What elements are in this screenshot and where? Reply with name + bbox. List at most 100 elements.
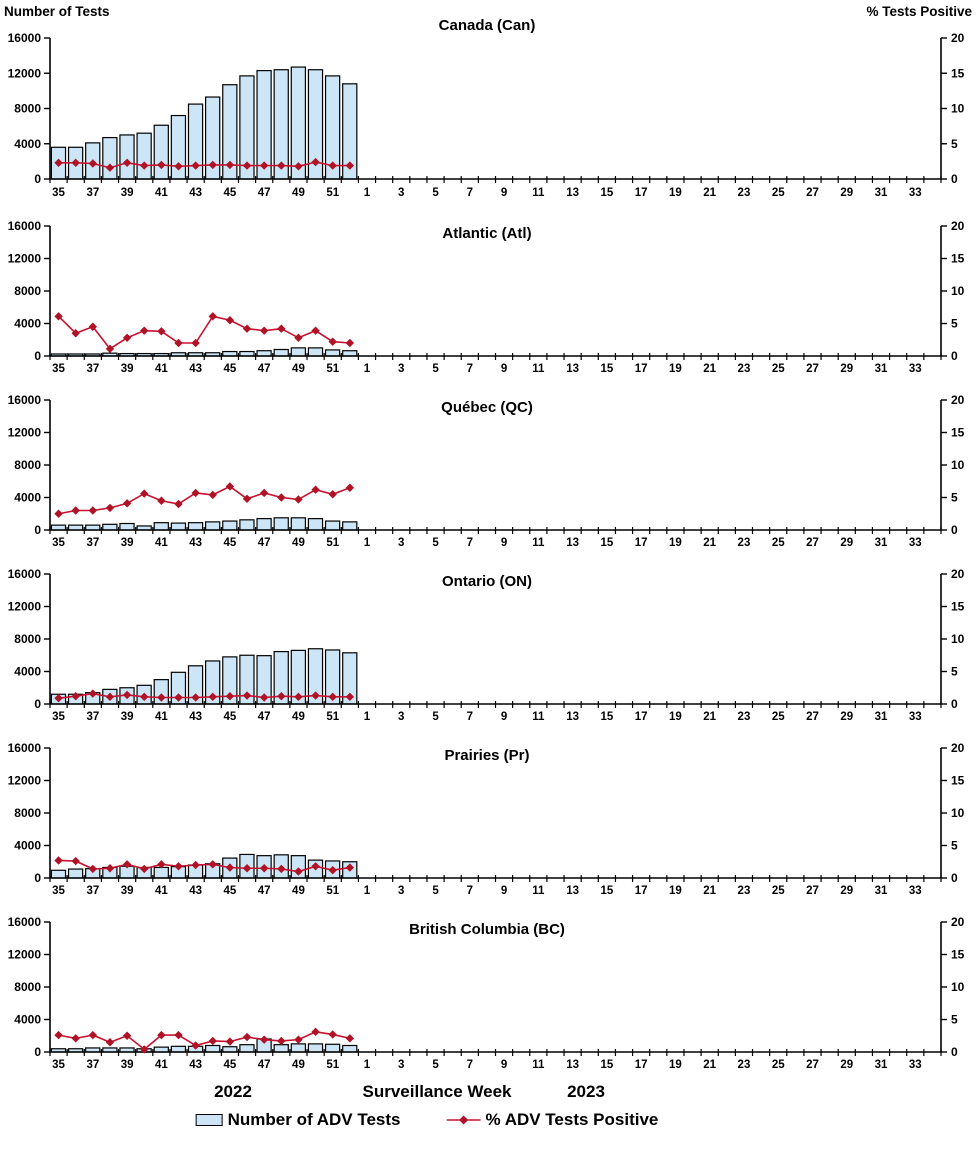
right-tick-label: 20 [951, 567, 965, 581]
left-tick-label: 16000 [8, 915, 42, 929]
week-label: 13 [566, 711, 579, 723]
legend-line-label: % ADV Tests Positive [485, 1110, 659, 1129]
data-point-marker [328, 337, 337, 346]
data-point-marker [71, 856, 80, 866]
right-tick-label: 10 [951, 458, 965, 472]
left-tick-label: 4000 [14, 137, 41, 151]
bar [307, 347, 324, 357]
data-point-marker [105, 864, 115, 873]
week-label: 23 [738, 537, 751, 549]
data-point-marker [191, 860, 200, 870]
left-tick-label: 4000 [14, 1013, 41, 1027]
data-point-marker [259, 693, 269, 702]
data-point-marker [328, 161, 337, 170]
week-label: 21 [703, 711, 716, 723]
week-label: 51 [326, 363, 339, 375]
week-label: 31 [875, 537, 888, 549]
right-tick-label: 15 [951, 600, 965, 614]
left-tick-label: 4000 [14, 839, 41, 853]
bar [307, 518, 324, 531]
data-point-marker [225, 160, 235, 170]
data-point-marker [345, 483, 355, 492]
data-point-marker [242, 494, 252, 503]
week-label: 15 [600, 885, 613, 897]
data-point-marker [242, 324, 252, 333]
week-label: 13 [566, 187, 579, 199]
week-label: 33 [909, 187, 922, 199]
left-tick-label: 0 [34, 1045, 41, 1059]
data-point-marker [225, 316, 235, 325]
right-tick-label: 10 [951, 806, 965, 820]
data-point-marker [259, 326, 269, 335]
week-label: 3 [398, 885, 404, 897]
week-label: 25 [772, 1059, 785, 1071]
x-axis-title-row: 2022 Surveillance Week 2023 [0, 1080, 976, 1108]
year-label-2022: 2022 [214, 1082, 252, 1101]
data-point-marker [294, 333, 303, 342]
week-label: 51 [326, 187, 339, 199]
data-point-marker [208, 490, 217, 500]
week-label: 9 [501, 885, 507, 897]
week-label: 39 [121, 711, 134, 723]
week-label: 35 [52, 537, 65, 549]
right-tick-label: 5 [951, 137, 958, 151]
week-label: 33 [909, 1059, 922, 1071]
data-point-marker [311, 1027, 320, 1037]
week-label: 23 [738, 885, 751, 897]
week-label: 7 [467, 187, 473, 199]
week-label: 7 [467, 1059, 473, 1071]
left-tick-label: 12000 [8, 948, 42, 962]
left-tick-label: 4000 [14, 317, 41, 331]
week-label: 29 [840, 537, 853, 549]
week-label: 15 [600, 187, 613, 199]
data-point-marker [105, 1038, 115, 1047]
data-point-marker [208, 312, 217, 321]
bar [153, 866, 169, 879]
bar [119, 134, 135, 180]
data-point-marker [174, 1030, 183, 1040]
left-tick-label: 12000 [8, 252, 42, 266]
left-tick-label: 8000 [14, 632, 41, 646]
week-label: 29 [840, 187, 853, 199]
left-tick-label: 4000 [14, 665, 41, 679]
week-label: 23 [738, 1059, 751, 1071]
left-tick-label: 16000 [8, 31, 42, 45]
data-point-marker [54, 1030, 63, 1040]
left-tick-label: 4000 [14, 491, 41, 505]
week-label: 35 [52, 1059, 65, 1071]
week-label: 3 [398, 711, 404, 723]
week-label: 19 [669, 1059, 682, 1071]
data-point-marker [88, 159, 98, 168]
data-point-marker [294, 867, 303, 876]
week-label: 17 [635, 187, 648, 199]
week-label: 7 [467, 537, 473, 549]
right-tick-label: 15 [951, 66, 965, 80]
left-tick-label: 16000 [8, 741, 42, 755]
panel-atlantic-chart: Atlantic (Atl)04000800012000160000510152… [8, 219, 965, 375]
right-tick-label: 15 [951, 426, 965, 440]
week-label: 19 [669, 885, 682, 897]
data-point-marker [174, 693, 183, 702]
week-label: 49 [292, 885, 305, 897]
week-label: 3 [398, 187, 404, 199]
data-point-marker [311, 485, 320, 494]
panel-title: Prairies (Pr) [444, 747, 529, 764]
bar [67, 868, 84, 879]
week-label: 17 [635, 363, 648, 375]
week-label: 29 [840, 711, 853, 723]
data-point-marker [294, 162, 303, 171]
week-label: 1 [364, 537, 371, 549]
week-label: 35 [52, 363, 65, 375]
panel-ontario-chart: Ontario (ON)0400080001200016000051015203… [8, 567, 965, 723]
data-point-marker [71, 329, 80, 338]
data-point-marker [88, 1030, 98, 1040]
bar [273, 517, 289, 531]
week-label: 19 [669, 711, 682, 723]
week-label: 9 [501, 711, 507, 723]
bar [290, 517, 307, 531]
data-point-marker [191, 693, 200, 702]
data-point-marker [345, 338, 355, 348]
week-label: 15 [600, 1059, 613, 1071]
week-label: 37 [86, 711, 99, 723]
week-label: 39 [121, 1059, 134, 1071]
